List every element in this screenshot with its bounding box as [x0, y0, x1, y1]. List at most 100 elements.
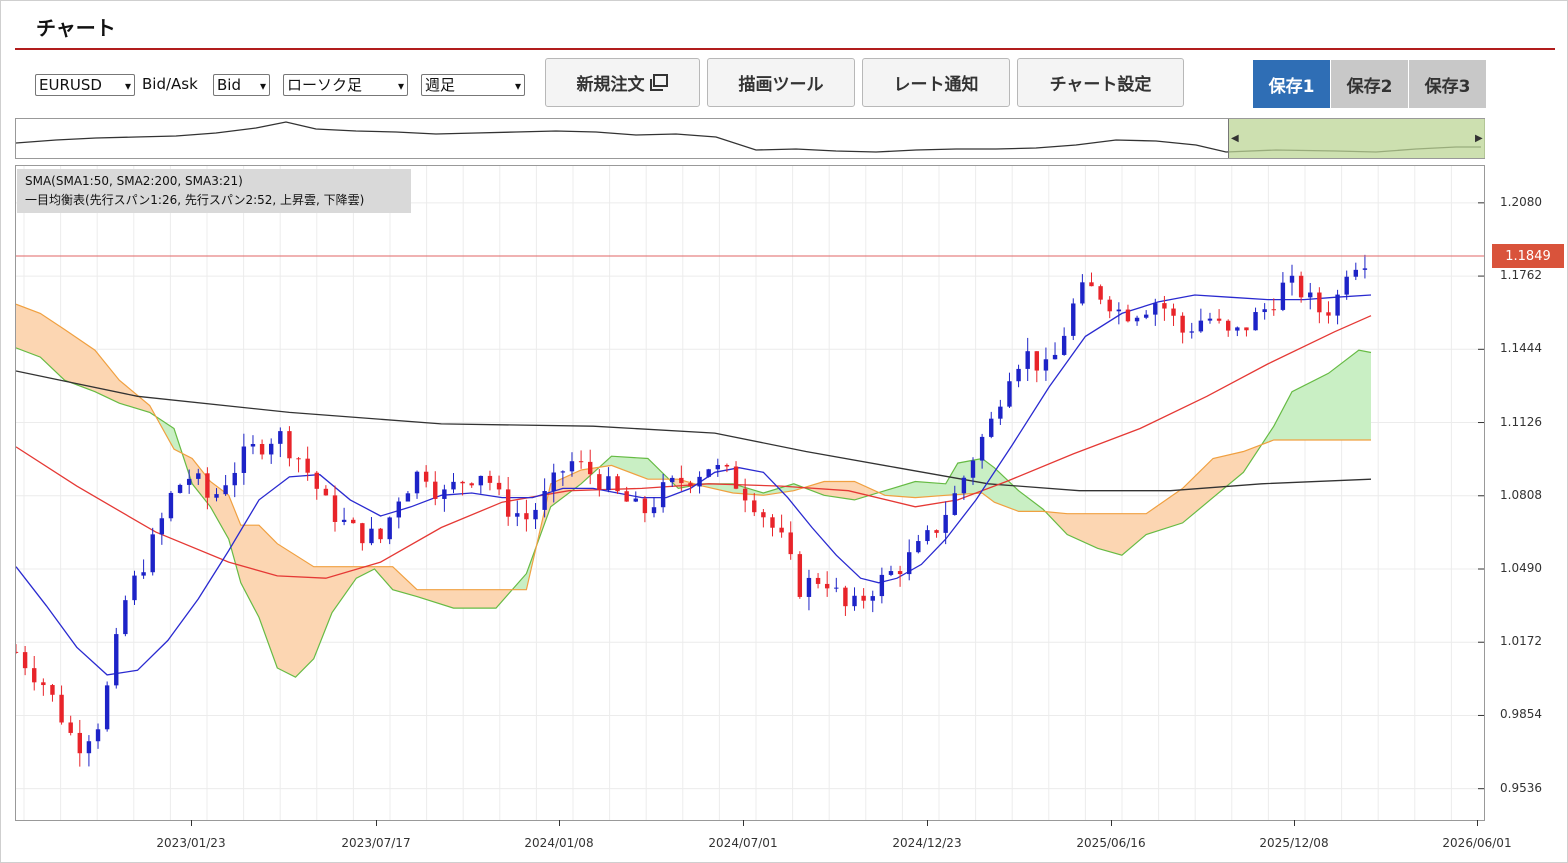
ichimoku-cloud-down	[16, 304, 1262, 678]
candle-body	[1308, 292, 1313, 298]
period-value: 週足	[425, 76, 456, 94]
candle-body	[861, 595, 866, 601]
rate-alert-button[interactable]: レート通知	[862, 58, 1010, 107]
chevron-down-icon: ▾	[259, 79, 266, 93]
price-tick-label: 1.1444	[1500, 341, 1542, 356]
candle-body	[688, 483, 693, 487]
candle-body	[1280, 282, 1286, 310]
candle-body	[396, 501, 402, 518]
external-window-icon	[649, 73, 668, 91]
candle-body	[414, 471, 420, 494]
date-tick-mark	[1477, 820, 1478, 826]
candle-body	[1116, 309, 1122, 312]
price-chart[interactable]	[15, 165, 1485, 821]
navigator-left-arrow-icon[interactable]: ◀	[1231, 133, 1239, 144]
candle-body	[205, 473, 210, 498]
candle-body	[1071, 303, 1076, 336]
candle-body	[1207, 318, 1213, 321]
candle-body	[305, 458, 310, 473]
candle-body	[1289, 275, 1295, 283]
candle-body	[907, 552, 912, 575]
candle-body	[196, 473, 201, 479]
candle-body	[296, 458, 301, 460]
candle-body	[1052, 354, 1058, 360]
candle-body	[679, 477, 684, 484]
candle-body	[378, 528, 383, 540]
candle-body	[341, 519, 347, 522]
candle-body	[1180, 315, 1185, 333]
sma2-line	[16, 370, 1372, 492]
candle-body	[1025, 351, 1030, 369]
save-tab-2[interactable]: 保存2	[1331, 60, 1408, 108]
candle-body	[1134, 317, 1140, 322]
navigator-series-line	[16, 121, 1481, 153]
candle-body	[1080, 282, 1085, 304]
candle-body	[1098, 286, 1103, 300]
navigator-window[interactable]	[1228, 119, 1485, 158]
candle-body	[1143, 314, 1149, 318]
candle-body	[1226, 320, 1231, 331]
price-tick-label: 1.0172	[1500, 634, 1542, 649]
date-tick-mark	[1294, 820, 1295, 826]
candle-body	[1216, 318, 1222, 321]
candle-body	[697, 476, 702, 487]
indicator-legend	[17, 169, 411, 213]
new-order-label: 新規注文	[576, 75, 645, 95]
candle-body	[597, 474, 602, 491]
candle-body	[742, 488, 748, 501]
legend-sma: SMA(SMA1:50, SMA2:200, SMA3:21)	[25, 174, 243, 188]
candle-body	[1189, 331, 1194, 333]
ichimoku-span1-line	[16, 347, 1372, 678]
candle-body	[1244, 327, 1249, 331]
bidask-value: Bid	[217, 76, 241, 94]
date-tick-mark	[559, 820, 560, 826]
candle-body	[1198, 320, 1204, 332]
candle-body	[888, 571, 894, 575]
bidask-select[interactable]: Bid ▾	[213, 74, 270, 96]
price-tick-label: 1.0490	[1500, 560, 1542, 575]
currency-pair-value: EURUSD	[39, 76, 102, 94]
save-tab-1[interactable]: 保存1	[1253, 60, 1330, 108]
candle-body	[1317, 292, 1322, 313]
candle-body	[241, 446, 247, 473]
candle-body	[970, 460, 976, 478]
candle-body	[961, 477, 967, 494]
new-order-button[interactable]: 新規注文	[545, 58, 700, 107]
currency-pair-select[interactable]: EURUSD ▾	[35, 74, 135, 96]
candle-body	[496, 482, 502, 490]
candle-body	[32, 668, 37, 683]
candle-body	[1043, 359, 1049, 371]
candle-body	[651, 507, 657, 514]
candle-body	[114, 634, 119, 686]
candle-body	[1344, 276, 1349, 295]
candle-body	[159, 518, 165, 535]
candle-body	[1125, 309, 1131, 322]
candle-body	[433, 481, 438, 499]
price-chart-plot	[16, 166, 1484, 820]
candle-body	[660, 482, 666, 508]
ichimoku-span2-line	[16, 303, 1371, 591]
candle-body	[59, 694, 64, 723]
date-tick-label: 2024/01/08	[524, 836, 594, 850]
chart-type-select[interactable]: ローソク足 ▾	[283, 74, 408, 96]
candle-body	[68, 722, 73, 733]
candle-body	[852, 595, 857, 607]
chart-navigator[interactable]: ◀ ▶	[15, 118, 1485, 159]
candle-body	[1353, 269, 1359, 277]
sma1-line	[16, 315, 1372, 579]
candle-body	[706, 469, 711, 477]
navigator-right-arrow-icon[interactable]: ▶	[1475, 133, 1483, 144]
chart-settings-button[interactable]: チャート設定	[1017, 58, 1184, 107]
candle-body	[588, 461, 593, 475]
draw-tool-button[interactable]: 描画ツール	[707, 58, 855, 107]
candle-body	[332, 495, 338, 522]
candle-body	[16, 651, 19, 653]
legend-ichimoku: 一目均衡表(先行スパン1:26, 先行スパン2:52, 上昇雲, 下降雲)	[25, 193, 365, 207]
period-select[interactable]: 週足 ▾	[421, 74, 525, 96]
candle-body	[223, 485, 228, 495]
candle-body	[278, 431, 283, 444]
date-tick-label: 2025/12/08	[1259, 836, 1329, 850]
rate-alert-label: レート通知	[893, 75, 979, 95]
save-tab-3[interactable]: 保存3	[1409, 60, 1486, 108]
